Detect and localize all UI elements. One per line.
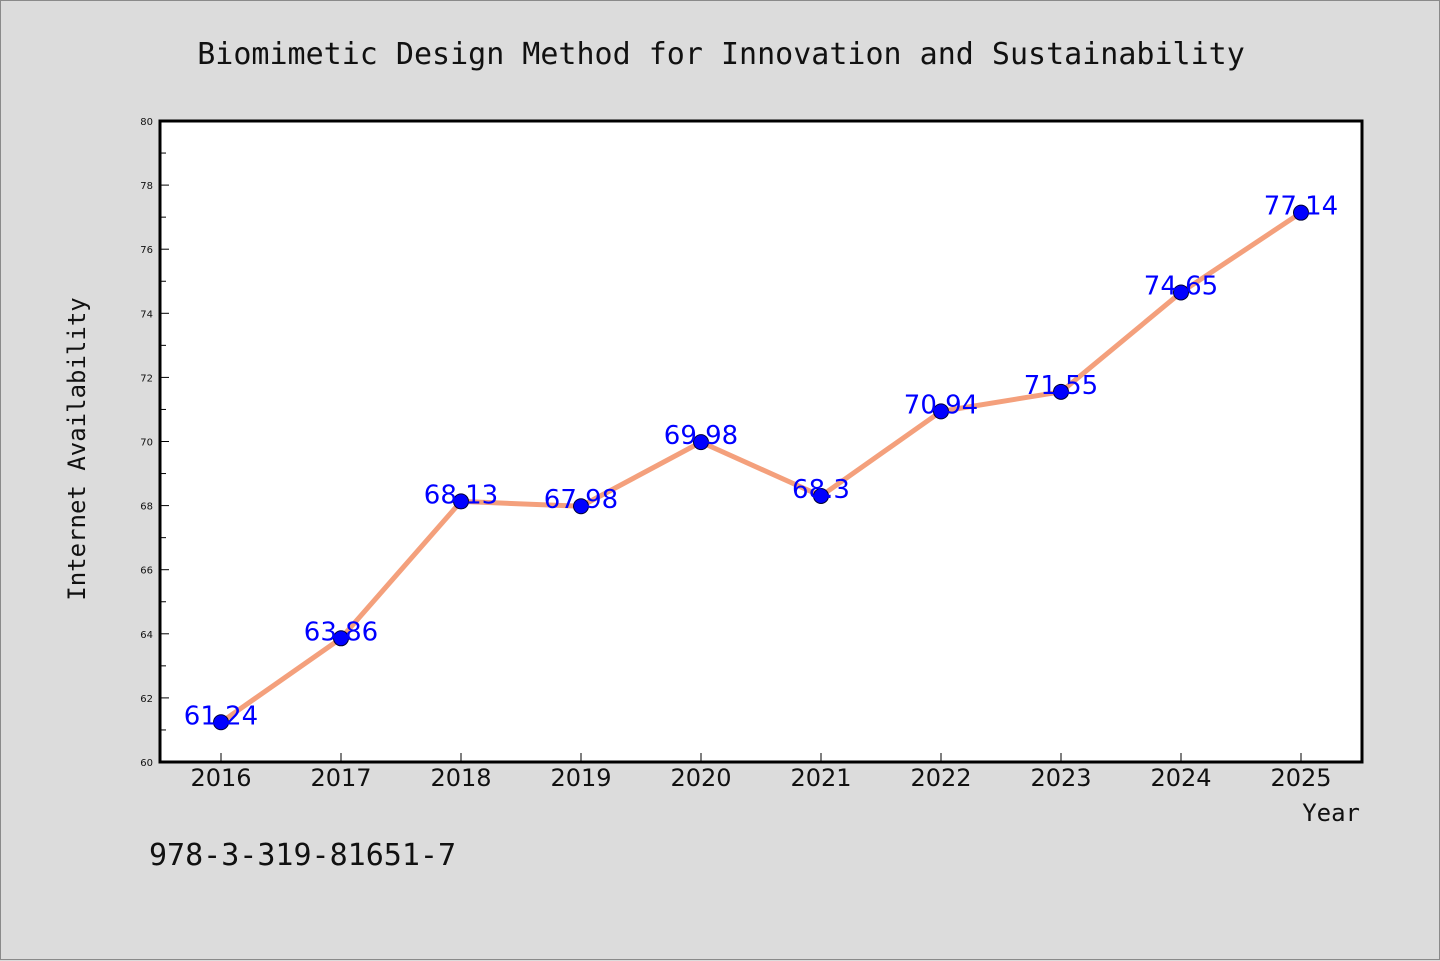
data-label: 68.13 <box>424 480 498 510</box>
y-tick-label: 68 <box>140 502 153 513</box>
data-point <box>813 487 829 504</box>
y-axis-label: Internet Availability <box>63 297 91 600</box>
y-tick-label: 60 <box>140 758 153 769</box>
x-tick-label: 2020 <box>670 764 731 792</box>
y-tick-label: 70 <box>140 438 153 449</box>
y-tick-label: 74 <box>140 309 153 320</box>
data-label: 68.3 <box>792 475 850 505</box>
data-label: 63.86 <box>304 617 378 647</box>
y-tick-label: 80 <box>140 117 153 128</box>
data-label: 69.98 <box>664 421 738 451</box>
data-point <box>1173 284 1189 301</box>
x-tick-label: 2024 <box>1150 764 1211 792</box>
x-tick-label: 2018 <box>430 764 491 792</box>
data-point <box>333 630 349 647</box>
data-label: 71.55 <box>1024 371 1098 401</box>
x-axis: 2016 2017 2018 2019 2020 2021 2022 2023 2024 2025 <box>190 753 1332 792</box>
data-point <box>213 714 229 731</box>
x-tick-label: 2017 <box>310 764 371 792</box>
data-label: 77.14 <box>1264 192 1338 222</box>
plot-area <box>158 119 1364 764</box>
series-layer: 61.24 63.86 68.13 67.98 69.98 68.3 70.94 71.55 7… <box>184 192 1338 732</box>
x-tick-label: 2016 <box>190 764 251 792</box>
y-tick-label: 72 <box>140 373 153 384</box>
x-tick-label: 2019 <box>550 764 611 792</box>
chart-title: Biomimetic Design Method for Innovation … <box>197 37 1245 72</box>
data-label: 67.98 <box>544 485 618 515</box>
x-tick-label: 2023 <box>1030 764 1091 792</box>
data-label: 61.24 <box>184 701 258 731</box>
x-tick-label: 2025 <box>1270 764 1331 792</box>
data-label: 70.94 <box>904 390 978 420</box>
data-point <box>573 498 589 515</box>
data-point <box>933 403 949 420</box>
data-point <box>1293 204 1309 221</box>
data-point <box>453 493 469 510</box>
y-tick-label: 76 <box>140 245 153 256</box>
x-tick-label: 2021 <box>790 764 851 792</box>
data-point <box>1053 383 1069 400</box>
x-axis-label: Year <box>1302 799 1360 827</box>
y-tick-label: 66 <box>140 566 153 577</box>
series-line <box>218 210 1304 725</box>
isbn-label: 978-3-319-81651-7 <box>149 838 456 873</box>
y-tick-label: 78 <box>140 181 153 192</box>
x-tick-label: 2022 <box>910 764 971 792</box>
data-point <box>693 434 709 451</box>
y-axis: 60 62 64 66 68 70 72 74 76 78 80 <box>140 117 169 769</box>
y-tick-label: 64 <box>140 630 153 641</box>
data-label: 74.65 <box>1144 271 1218 301</box>
y-tick-label: 62 <box>140 694 153 705</box>
